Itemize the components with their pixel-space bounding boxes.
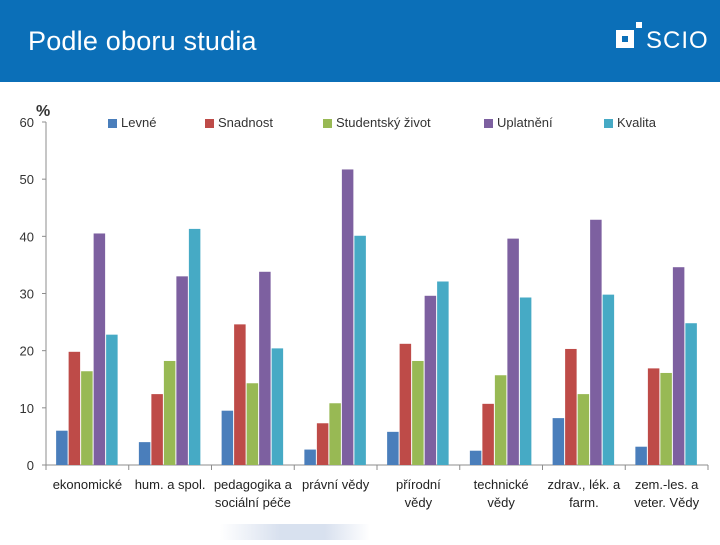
x-tick-label: vědy [405,495,433,510]
chart-axes: 0 10 20 30 40 50 60% ekonomické hum. a spol. peda… [20,103,709,510]
x-tick-label: ekonomické [53,477,122,492]
x-tick-label: technické [474,477,529,492]
bar [259,271,271,465]
legend-swatch [484,119,493,128]
bar [106,334,118,465]
bar [577,394,590,465]
y-tick-label: 50 [20,172,34,187]
y-tick-label: 40 [20,229,34,244]
bar [81,371,93,465]
chart-area: 0 10 20 30 40 50 60% ekonomické hum. a spol. peda… [0,82,720,540]
bar [138,442,151,465]
bar [341,169,354,465]
bar [437,281,449,465]
bar [412,360,424,465]
legend-swatch [108,119,117,128]
bar [188,228,201,465]
x-tick-label: sociální péče [215,495,291,510]
legend-swatch [205,119,214,128]
legend-label: Studentský život [336,115,431,130]
bar [304,449,316,465]
legend-swatch [323,119,332,128]
bar [647,368,660,465]
scio-logo-icon [616,22,642,48]
bar [685,323,697,465]
bar [234,324,246,465]
bar [387,431,399,465]
footer-decoration [220,524,370,540]
bar [519,297,532,465]
legend-swatch [604,119,613,128]
bar [399,343,412,465]
bar [221,410,234,465]
x-tick-label: zem.-les. a [635,477,699,492]
bar [424,295,437,465]
y-tick-label: 0 [27,458,34,473]
scio-logo: SCIO [614,20,714,56]
bar [56,430,68,465]
bar [246,383,259,465]
legend-label: Levné [121,115,156,130]
bar [507,238,519,465]
bar [672,267,685,465]
bar [494,375,507,465]
y-tick-label: 20 [20,344,34,359]
chart-bars [56,169,697,465]
logo-text: SCIO [646,27,709,54]
bar [176,276,188,465]
bar [271,348,284,465]
x-tick-label: zdrav., lék. a [548,477,622,492]
bar [552,418,565,465]
legend-label: Uplatnění [497,115,553,130]
y-tick-label: 60 [20,115,34,130]
bar-chart: 0 10 20 30 40 50 60% ekonomické hum. a spol. peda… [20,103,709,510]
page-title: Podle oboru studia [28,26,257,56]
bar [469,450,482,465]
bar [602,294,615,465]
y-tick-label: 10 [20,401,34,416]
x-tick-label: přírodní [396,477,441,492]
bar [68,351,81,465]
bar [93,233,106,465]
legend-label: Kvalita [617,115,657,130]
x-tick-label: farm. [569,495,599,510]
bar [635,446,647,465]
x-tick-label: pedagogika a [214,477,293,492]
bar [329,403,341,465]
x-tick-label: hum. a spol. [135,477,206,492]
y-axis-label: % [36,103,50,120]
bar [151,394,163,465]
y-tick-label: 30 [20,287,34,302]
chart-legend: Levné Snadnost Studentský život Uplatnění Kv… [108,115,657,130]
header-bar: Podle oboru studia SCIO [0,0,720,82]
bar [163,360,176,465]
legend-label: Snadnost [218,115,273,130]
bar [590,219,602,465]
bar [660,372,672,465]
bar [565,348,577,465]
bar [354,235,366,465]
x-tick-label: vědy [487,495,515,510]
x-tick-label: veter. Vědy [634,495,700,510]
bar [316,423,329,465]
bar [482,403,494,465]
x-tick-label: právní vědy [302,477,370,492]
